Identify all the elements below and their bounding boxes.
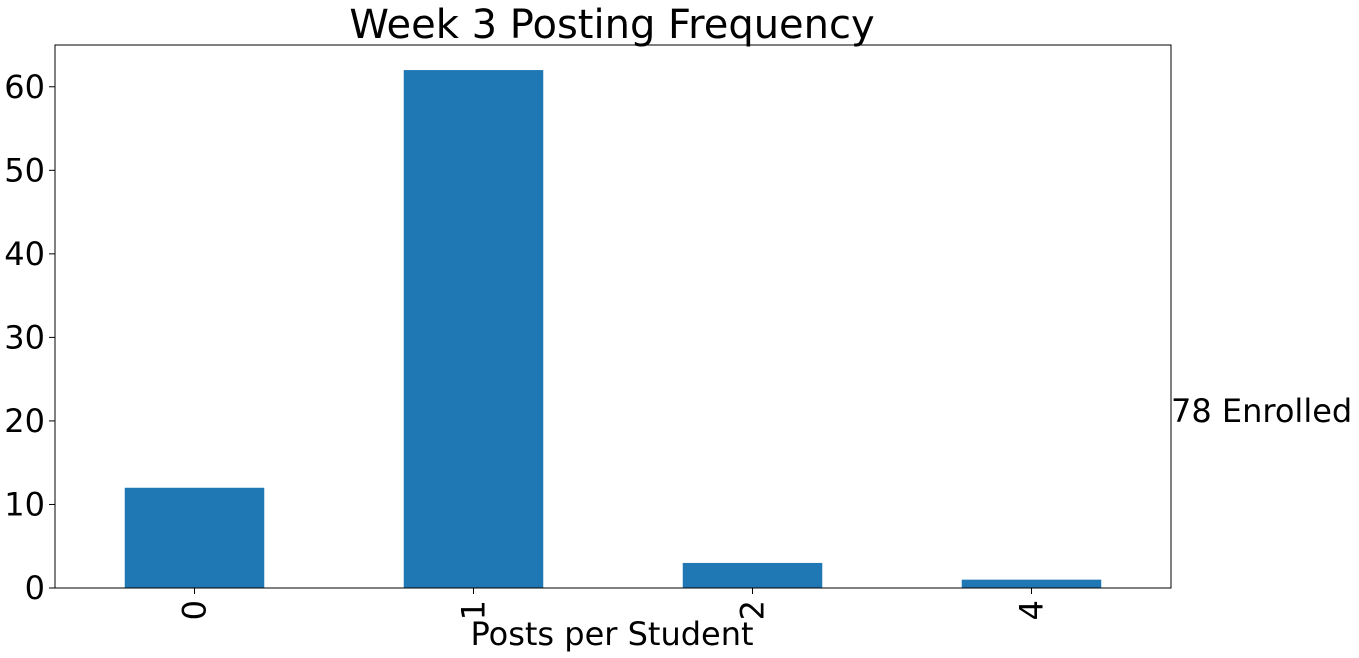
x-tick-label: 2: [734, 600, 772, 620]
x-tick-label: 1: [455, 600, 493, 620]
y-tick-label: 10: [4, 485, 45, 523]
plot-frame: [54, 44, 1172, 589]
y-tick-label: 50: [4, 151, 45, 189]
x-tick-label: 0: [176, 600, 214, 620]
y-axis-ticks: 0 10 20 30 40 50 60: [4, 68, 55, 607]
y-tick-label: 40: [4, 235, 45, 273]
bars-layer: [124, 70, 1102, 589]
y-tick-label: 0: [25, 569, 45, 607]
x-axis-ticks: 0 1 2 4: [176, 588, 1051, 620]
chart-title: Week 3 Posting Frequency: [349, 2, 874, 48]
y-tick-label: 30: [4, 318, 45, 356]
bar-4: [961, 579, 1102, 588]
x-axis-label: Posts per Student: [470, 615, 753, 653]
enrolled-annotation: 78 Enrolled: [1171, 392, 1352, 430]
bar-1: [403, 70, 544, 589]
y-tick-label: 20: [4, 402, 45, 440]
y-tick-label: 60: [4, 68, 45, 106]
x-tick-label: 4: [1013, 600, 1051, 620]
bar-0: [124, 487, 265, 588]
bar-2: [682, 562, 823, 588]
